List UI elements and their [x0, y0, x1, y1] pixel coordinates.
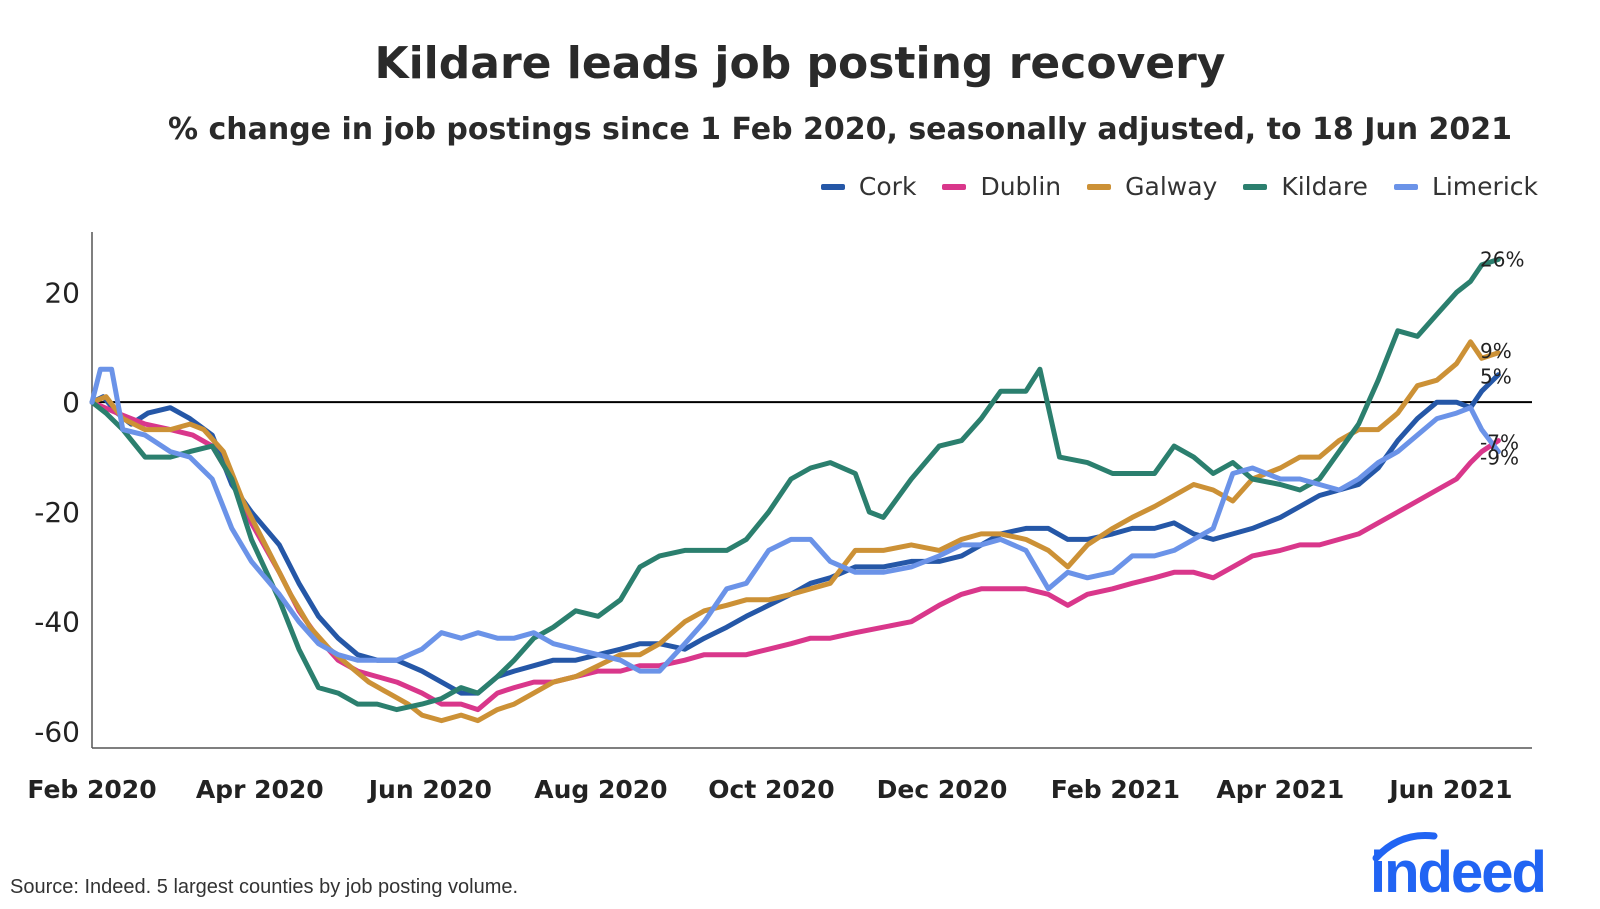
x-tick-label: Aug 2020: [534, 775, 667, 804]
legend-label: Dublin: [980, 172, 1062, 201]
x-tick-label: Feb 2021: [1051, 775, 1180, 804]
legend-label: Limerick: [1431, 172, 1538, 201]
x-tick-label: Dec 2020: [877, 775, 1008, 804]
chart-title: Kildare leads job posting recovery: [374, 38, 1226, 89]
legend-swatch: [1393, 183, 1418, 190]
source-note: Source: Indeed. 5 largest counties by jo…: [10, 876, 519, 898]
series-line-limerick: [89, 366, 1501, 674]
legend-swatch: [942, 183, 967, 190]
series-line-cork: [89, 372, 1501, 696]
legend-label: Kildare: [1281, 172, 1368, 201]
end-label-dublin: -7%: [1480, 431, 1519, 455]
x-tick-label: Apr 2020: [196, 775, 324, 804]
legend-swatch: [1087, 183, 1112, 190]
chart-subtitle: % change in job postings since 1 Feb 202…: [167, 112, 1513, 147]
series-line-kildare: [89, 256, 1501, 713]
y-tick-label: 0: [62, 386, 80, 419]
x-tick-label: Oct 2020: [708, 775, 834, 804]
legend: Cork Dublin Galway Kildare Limerick: [820, 172, 1538, 201]
legend-swatch: [1243, 183, 1268, 190]
series-line-dublin: [89, 399, 1501, 713]
x-tick-label: Jun 2021: [1387, 775, 1512, 804]
legend-item-kildare: Kildare: [1243, 172, 1368, 201]
end-label-limerick: -9%: [1480, 446, 1519, 470]
legend-item-galway: Galway: [1087, 172, 1217, 201]
indeed-logo: indeed: [1370, 831, 1547, 900]
legend-swatch: [820, 183, 845, 190]
y-tick-label: 20: [44, 276, 80, 309]
legend-item-cork: Cork: [820, 172, 917, 201]
y-tick-label: -20: [34, 496, 80, 529]
x-tick-label: Jun 2020: [367, 775, 492, 804]
legend-label: Cork: [858, 172, 917, 201]
y-tick-label: -40: [34, 606, 80, 639]
end-label-kildare: 26%: [1480, 247, 1524, 271]
y-tick-label: -60: [34, 716, 80, 749]
series-line-galway: [89, 339, 1501, 724]
logo-wordmark: indeed: [1370, 840, 1545, 900]
legend-item-limerick: Limerick: [1393, 172, 1538, 201]
x-tick-label: Apr 2021: [1216, 775, 1344, 804]
legend-item-dublin: Dublin: [942, 172, 1061, 201]
legend-label: Galway: [1125, 172, 1218, 201]
x-tick-label: Feb 2020: [27, 775, 156, 804]
end-label-cork: 5%: [1480, 365, 1512, 389]
end-label-galway: 9%: [1480, 339, 1512, 363]
logo-arc: [1372, 831, 1438, 862]
